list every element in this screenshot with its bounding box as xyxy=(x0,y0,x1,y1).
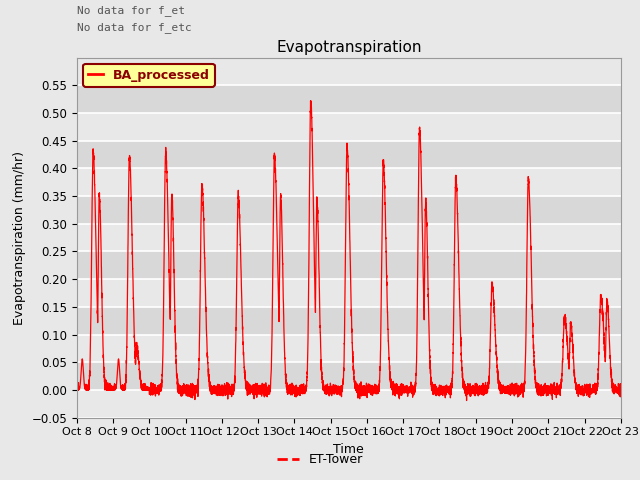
Bar xyxy=(77,279,621,307)
Bar xyxy=(77,196,621,224)
Y-axis label: Evapotranspiration (mm/hr): Evapotranspiration (mm/hr) xyxy=(13,151,26,324)
Bar xyxy=(77,85,621,113)
Bar xyxy=(77,113,621,141)
Bar xyxy=(77,307,621,335)
Title: Evapotranspiration: Evapotranspiration xyxy=(276,40,422,55)
Bar xyxy=(77,362,621,390)
Bar xyxy=(77,335,621,362)
Bar xyxy=(77,168,621,196)
Text: No data for f_etc: No data for f_etc xyxy=(77,22,191,33)
X-axis label: Time: Time xyxy=(333,443,364,456)
Bar xyxy=(77,390,621,418)
Bar xyxy=(77,224,621,252)
Text: No data for f_et: No data for f_et xyxy=(77,5,185,16)
Legend: BA_processed: BA_processed xyxy=(83,64,215,87)
Bar xyxy=(77,252,621,279)
Bar xyxy=(77,141,621,168)
Legend: ET-Tower: ET-Tower xyxy=(271,448,369,471)
